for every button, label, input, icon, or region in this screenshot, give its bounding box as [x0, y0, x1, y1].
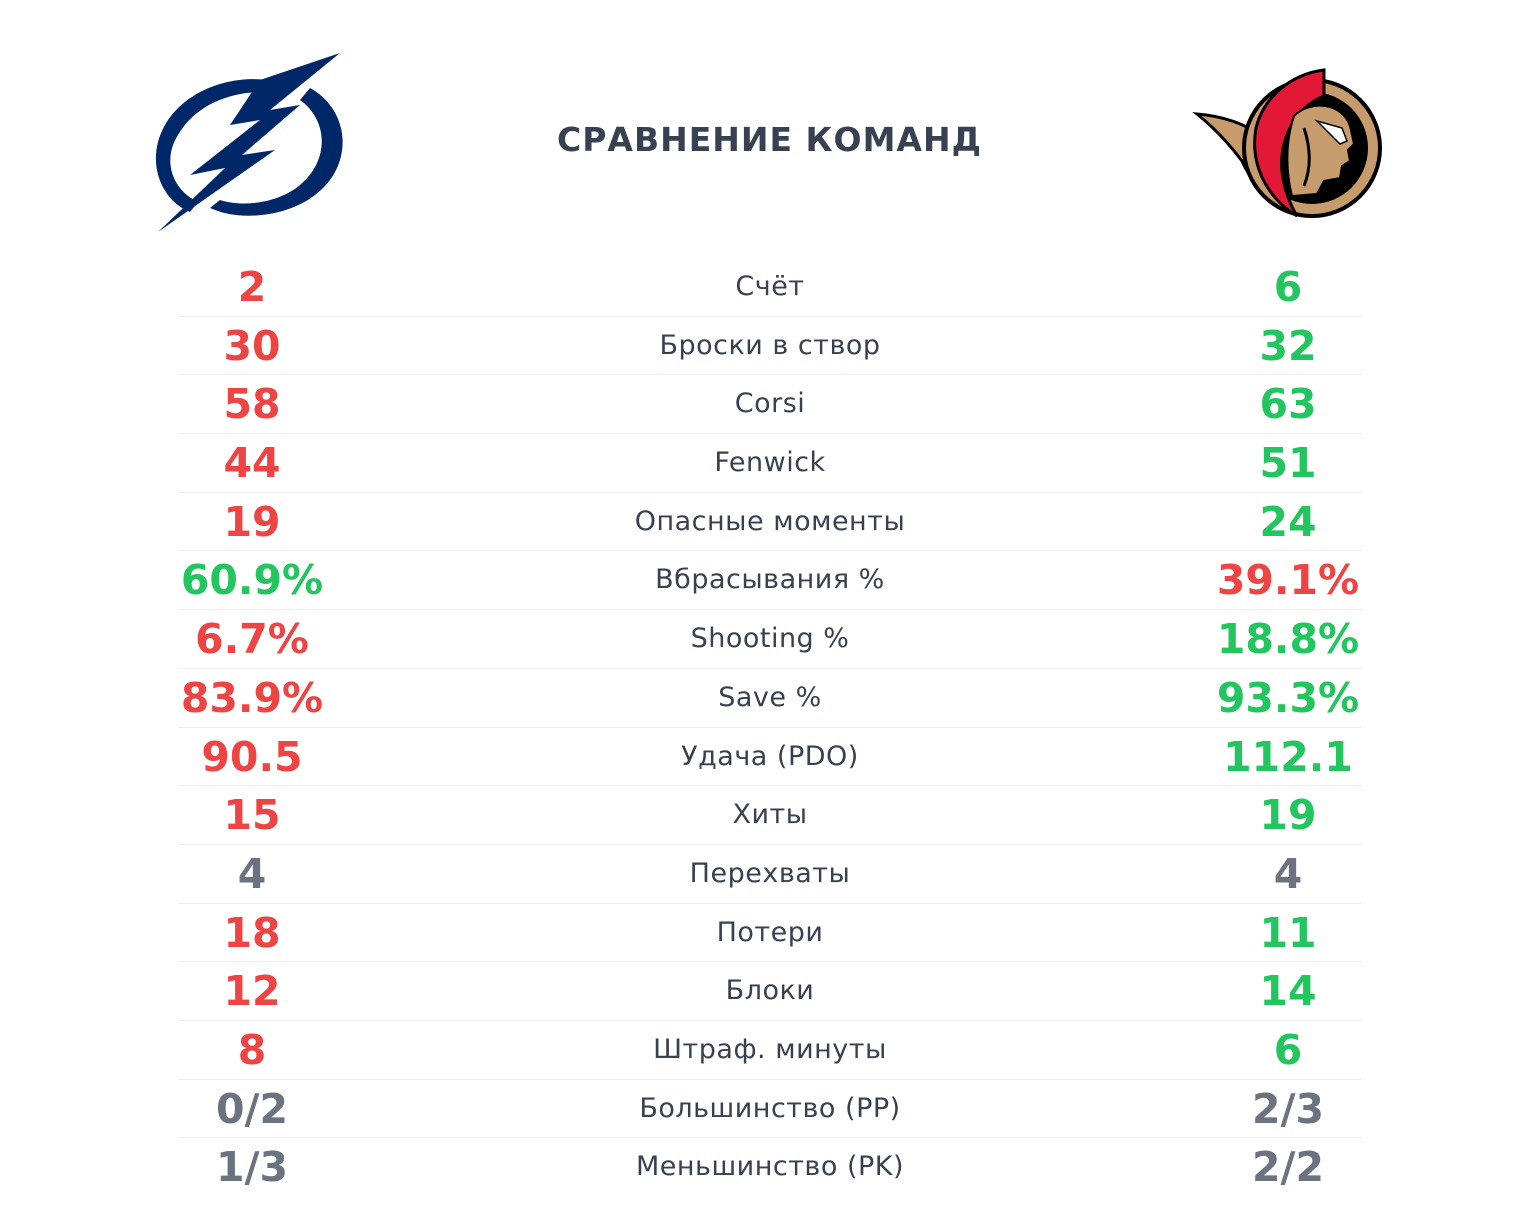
stat-row: Shooting % 6.7% 18.8% — [178, 610, 1362, 669]
left-team-value: 8 — [237, 1025, 267, 1074]
stat-row: Fenwick 44 51 — [178, 434, 1362, 493]
left-team-value: 83.9% — [180, 673, 324, 722]
stat-label: Штраф. минуты — [653, 1033, 887, 1065]
stat-label: Удача (PDO) — [681, 740, 859, 772]
left-team-value: 1/3 — [215, 1143, 289, 1192]
left-team-value: 15 — [223, 791, 281, 840]
stat-row: Меньшинство (PK) 1/3 2/2 — [178, 1138, 1362, 1197]
left-team-value: 18 — [223, 908, 281, 957]
stats-comparison-table: Счёт 2 6 Броски в створ 30 32 Corsi 58 63 Fenwick… — [178, 258, 1362, 1197]
left-team-value: 12 — [223, 967, 281, 1016]
stat-label: Блоки — [725, 975, 815, 1007]
right-team-value: 6 — [1273, 263, 1303, 311]
right-team-value: 14 — [1259, 967, 1317, 1016]
left-team-value: 58 — [223, 380, 281, 429]
stat-label: Потери — [716, 916, 824, 948]
left-team-value: 90.5 — [201, 732, 303, 781]
stat-row: Штраф. минуты 8 6 — [178, 1021, 1362, 1080]
right-team-value: 11 — [1259, 908, 1317, 957]
stat-row: Счёт 2 6 — [178, 258, 1362, 317]
stat-row: Броски в створ 30 32 — [178, 317, 1362, 376]
right-team-value: 19 — [1259, 791, 1317, 840]
stat-label: Corsi — [734, 388, 806, 420]
stat-row: Хиты 15 19 — [178, 786, 1362, 845]
stat-label: Save % — [718, 681, 822, 713]
stat-row: Потери 18 11 — [178, 904, 1362, 963]
stat-label: Вбрасывания % — [655, 564, 885, 596]
stat-label: Броски в створ — [659, 329, 881, 361]
stat-row: Удача (PDO) 90.5 112.1 — [178, 728, 1362, 787]
right-team-value: 2/2 — [1251, 1143, 1325, 1192]
right-team-value: 32 — [1259, 321, 1317, 370]
stat-row: Вбрасывания % 60.9% 39.1% — [178, 551, 1362, 611]
right-team-value: 39.1% — [1216, 556, 1360, 605]
left-team-value: 2 — [237, 263, 267, 311]
tampa-bay-lightning-logo — [155, 53, 343, 232]
stat-row: Опасные моменты 19 24 — [178, 493, 1362, 552]
stat-row: Corsi 58 63 — [178, 375, 1362, 435]
left-team-value: 4 — [237, 849, 267, 898]
stat-label: Опасные моменты — [634, 505, 906, 537]
right-team-value: 24 — [1259, 497, 1317, 546]
stat-row: Блоки 12 14 — [178, 962, 1362, 1021]
right-team-value: 51 — [1259, 439, 1317, 488]
stat-label: Shooting % — [690, 623, 850, 655]
stat-label: Счёт — [735, 271, 805, 302]
left-team-value: 0/2 — [215, 1084, 289, 1133]
stat-row: Большинство (PP) 0/2 2/3 — [178, 1080, 1362, 1139]
left-team-value: 30 — [223, 321, 281, 370]
stat-label: Fenwick — [714, 447, 826, 479]
right-team-value: 18.8% — [1216, 615, 1360, 664]
comparison-header: СРАВНЕНИЕ КОМАНД — [0, 0, 1539, 250]
right-team-value: 63 — [1259, 380, 1317, 429]
stat-row: Перехваты 4 4 — [178, 845, 1362, 904]
right-team-value: 112.1 — [1223, 732, 1353, 781]
stat-label: Меньшинство (PK) — [635, 1151, 905, 1183]
left-team-value: 60.9% — [180, 556, 324, 605]
stat-row: Save % 83.9% 93.3% — [178, 669, 1362, 728]
left-team-value: 19 — [223, 497, 281, 546]
right-team-value: 2/3 — [1251, 1084, 1325, 1133]
page-title: СРАВНЕНИЕ КОМАНД — [557, 120, 982, 159]
right-team-value: 93.3% — [1216, 673, 1360, 722]
left-team-value: 44 — [223, 439, 281, 488]
right-team-value: 6 — [1273, 1025, 1303, 1074]
left-team-value: 6.7% — [195, 615, 309, 664]
right-team-value: 4 — [1273, 849, 1303, 898]
stat-label: Большинство (PP) — [639, 1092, 901, 1124]
stat-label: Перехваты — [689, 857, 851, 889]
ottawa-senators-logo — [1192, 68, 1382, 218]
stat-label: Хиты — [732, 799, 808, 831]
